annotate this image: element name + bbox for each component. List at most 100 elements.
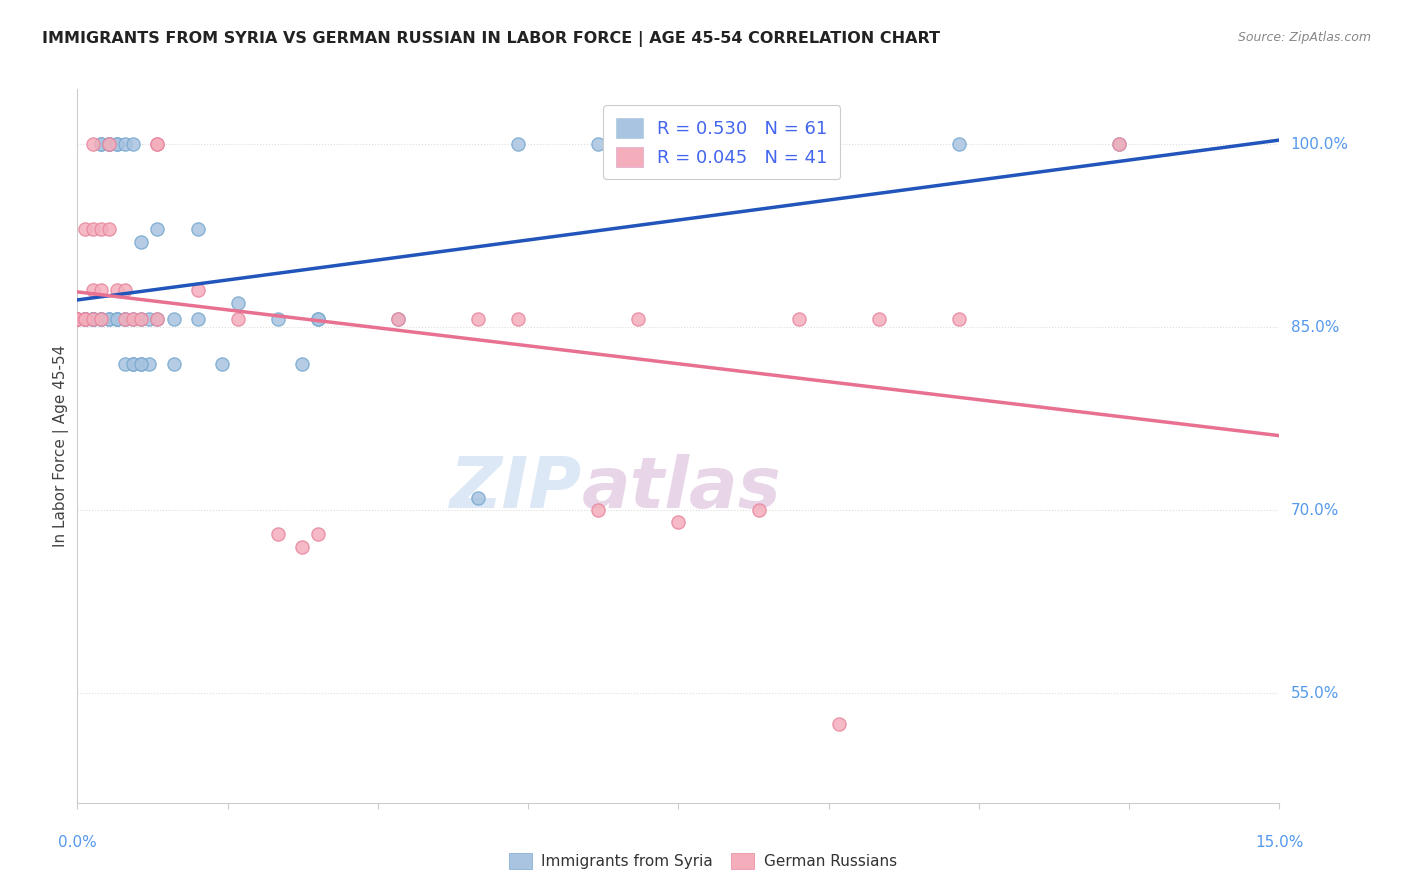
Point	[828, 716, 851, 731]
Point	[186, 311, 209, 326]
Point	[868, 311, 890, 326]
Point	[226, 311, 249, 326]
Point	[307, 311, 329, 326]
Legend: Immigrants from Syria, German Russians: Immigrants from Syria, German Russians	[503, 847, 903, 875]
Text: ZIP: ZIP	[450, 454, 582, 524]
Point	[82, 311, 104, 326]
Point	[291, 540, 314, 554]
Point	[75, 311, 97, 326]
Point	[1108, 137, 1130, 152]
Point	[122, 311, 145, 326]
Point	[186, 222, 209, 236]
Point	[146, 137, 169, 152]
Point	[267, 527, 290, 541]
Point	[107, 311, 129, 326]
Point	[66, 311, 89, 326]
Point	[75, 311, 97, 326]
Point	[146, 222, 169, 236]
Point	[146, 311, 169, 326]
Point	[114, 284, 136, 298]
Point	[82, 222, 104, 236]
Point	[138, 311, 160, 326]
Text: atlas: atlas	[582, 454, 782, 524]
Point	[162, 357, 184, 371]
Point	[98, 222, 121, 236]
Point	[131, 311, 153, 326]
Point	[75, 311, 97, 326]
Point	[66, 311, 89, 326]
Legend: R = 0.530   N = 61, R = 0.045   N = 41: R = 0.530 N = 61, R = 0.045 N = 41	[603, 105, 841, 179]
Point	[131, 357, 153, 371]
Point	[98, 137, 121, 152]
Point	[226, 295, 249, 310]
Point	[82, 311, 104, 326]
Point	[98, 137, 121, 152]
Point	[146, 137, 169, 152]
Point	[90, 311, 112, 326]
Point	[707, 137, 730, 152]
Point	[508, 311, 530, 326]
Point	[82, 311, 104, 326]
Point	[307, 527, 329, 541]
Point	[114, 357, 136, 371]
Point	[107, 311, 129, 326]
Point	[107, 137, 129, 152]
Point	[66, 311, 89, 326]
Point	[122, 137, 145, 152]
Point	[122, 311, 145, 326]
Point	[588, 137, 610, 152]
Point	[122, 357, 145, 371]
Text: IMMIGRANTS FROM SYRIA VS GERMAN RUSSIAN IN LABOR FORCE | AGE 45-54 CORRELATION C: IMMIGRANTS FROM SYRIA VS GERMAN RUSSIAN …	[42, 31, 941, 47]
Point	[114, 311, 136, 326]
Point	[75, 311, 97, 326]
Point	[131, 311, 153, 326]
Point	[1108, 137, 1130, 152]
Text: 70.0%: 70.0%	[1291, 502, 1339, 517]
Point	[75, 311, 97, 326]
Point	[98, 137, 121, 152]
Point	[107, 284, 129, 298]
Point	[948, 137, 970, 152]
Point	[66, 311, 89, 326]
Point	[75, 311, 97, 326]
Point	[114, 311, 136, 326]
Point	[668, 515, 690, 529]
Point	[267, 311, 290, 326]
Point	[114, 311, 136, 326]
Point	[467, 311, 489, 326]
Point	[82, 311, 104, 326]
Point	[387, 311, 409, 326]
Point	[82, 284, 104, 298]
Point	[707, 137, 730, 152]
Point	[508, 137, 530, 152]
Point	[146, 311, 169, 326]
Point	[948, 311, 970, 326]
Point	[211, 357, 233, 371]
Point	[90, 222, 112, 236]
Point	[66, 311, 89, 326]
Point	[307, 311, 329, 326]
Point	[66, 311, 89, 326]
Text: 85.0%: 85.0%	[1291, 319, 1339, 334]
Point	[107, 311, 129, 326]
Point	[82, 311, 104, 326]
Point	[90, 284, 112, 298]
Point	[122, 357, 145, 371]
Point	[467, 491, 489, 505]
Point	[291, 357, 314, 371]
Point	[114, 137, 136, 152]
Point	[90, 311, 112, 326]
Point	[186, 284, 209, 298]
Point	[98, 137, 121, 152]
Point	[98, 311, 121, 326]
Text: 15.0%: 15.0%	[1256, 835, 1303, 850]
Y-axis label: In Labor Force | Age 45-54: In Labor Force | Age 45-54	[53, 345, 69, 547]
Point	[387, 311, 409, 326]
Point	[98, 311, 121, 326]
Text: Source: ZipAtlas.com: Source: ZipAtlas.com	[1237, 31, 1371, 45]
Point	[90, 137, 112, 152]
Point	[138, 357, 160, 371]
Point	[107, 137, 129, 152]
Point	[787, 311, 810, 326]
Text: 55.0%: 55.0%	[1291, 686, 1339, 700]
